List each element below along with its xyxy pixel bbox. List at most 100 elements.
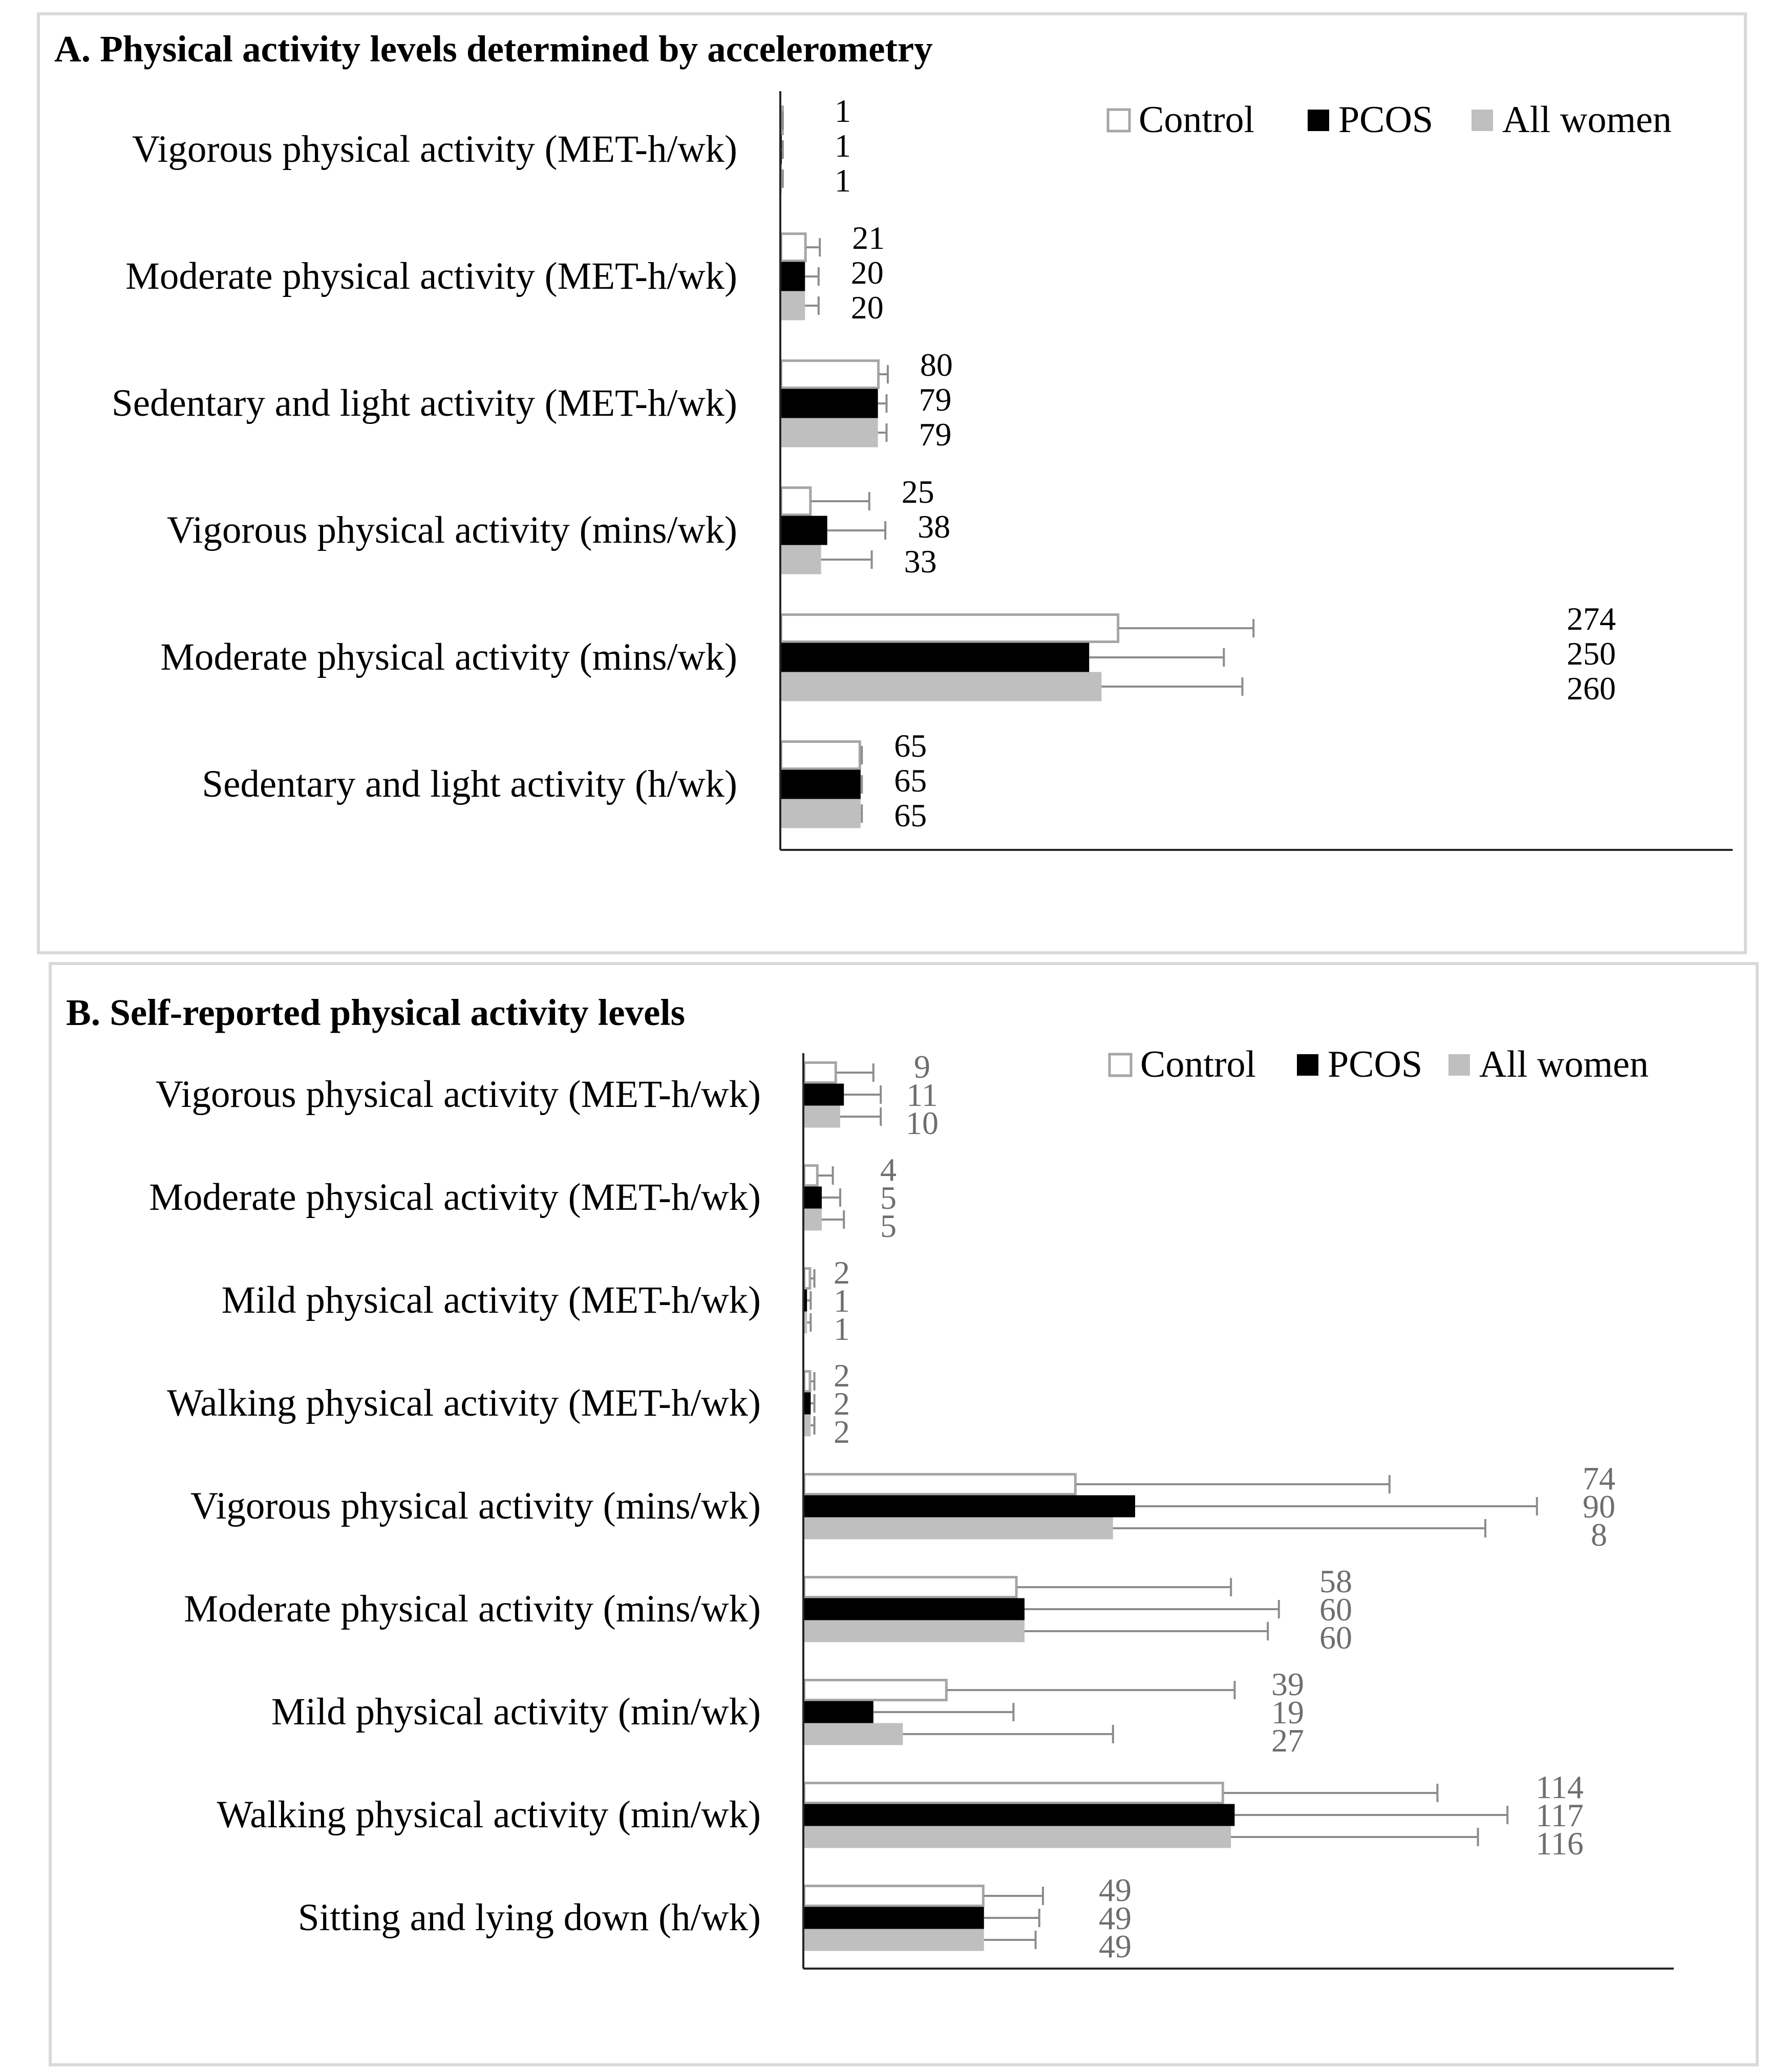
data-label-control: 25 bbox=[902, 474, 934, 510]
chart-b: B. Self-reported physical activity level… bbox=[66, 992, 1674, 1970]
data-label-control: 2 bbox=[834, 1254, 850, 1291]
bar-control-mild-physical-activity-min-wk bbox=[803, 1679, 948, 1701]
panel-title: A. Physical activity levels determined b… bbox=[54, 28, 933, 70]
data-label-control: 114 bbox=[1536, 1769, 1584, 1805]
data-label-control: 4 bbox=[880, 1151, 897, 1188]
data-label-pcos: 60 bbox=[1319, 1591, 1352, 1628]
bar-control-vigorous-physical-activity-mins-wk bbox=[803, 1473, 1077, 1496]
category-label: Mild physical activity (min/wk) bbox=[271, 1691, 761, 1733]
bar-all-women-sedentary-and-light-activity-h-wk bbox=[780, 799, 861, 828]
bar-pcos-walking-physical-activity-met-h-wk bbox=[803, 1392, 811, 1415]
legend-swatch-all-women bbox=[1472, 110, 1493, 131]
panel-a: A. Physical activity levels determined b… bbox=[37, 12, 1747, 954]
bar-control-moderate-physical-activity-mins-wk bbox=[780, 613, 1120, 643]
bar-pcos-moderate-physical-activity-mins-wk bbox=[803, 1598, 1025, 1620]
category-label: Sedentary and light activity (MET-h/wk) bbox=[112, 382, 737, 424]
data-label-all-women: 49 bbox=[1099, 1928, 1132, 1964]
data-label-pcos: 20 bbox=[851, 254, 884, 291]
bar-all-women-moderate-physical-activity-mins-wk bbox=[780, 672, 1102, 701]
bar-all-women-vigorous-physical-activity-met-h-wk bbox=[803, 1105, 840, 1128]
data-label-pcos: 250 bbox=[1567, 635, 1616, 672]
category-label: Moderate physical activity (mins/wk) bbox=[160, 636, 737, 678]
data-label-pcos: 90 bbox=[1583, 1488, 1615, 1525]
bar-pcos-vigorous-physical-activity-mins-wk bbox=[803, 1495, 1135, 1518]
data-label-pcos: 38 bbox=[918, 508, 950, 545]
bar-control-moderate-physical-activity-met-h-wk bbox=[780, 232, 807, 262]
category-label: Mild physical activity (MET-h/wk) bbox=[222, 1279, 761, 1321]
bar-pcos-mild-physical-activity-met-h-wk bbox=[803, 1289, 807, 1312]
data-label-all-women: 260 bbox=[1567, 670, 1616, 707]
data-label-all-women: 5 bbox=[880, 1208, 897, 1244]
data-label-control: 74 bbox=[1583, 1460, 1615, 1497]
legend-label-control: Control bbox=[1139, 99, 1254, 141]
bar-pcos-moderate-physical-activity-met-h-wk bbox=[803, 1186, 822, 1209]
chart-a: A. Physical activity levels determined b… bbox=[54, 28, 1733, 851]
category-label: Walking physical activity (MET-h/wk) bbox=[167, 1382, 761, 1424]
bar-control-sedentary-and-light-activity-h-wk bbox=[780, 740, 861, 770]
data-label-control: 65 bbox=[894, 728, 927, 764]
bar-all-women-walking-physical-activity-met-h-wk bbox=[803, 1414, 811, 1437]
data-label-all-women: 2 bbox=[834, 1414, 850, 1450]
bar-all-women-mild-physical-activity-min-wk bbox=[803, 1723, 903, 1745]
data-label-pcos: 1 bbox=[834, 1283, 850, 1319]
category-label: Sitting and lying down (h/wk) bbox=[298, 1896, 761, 1939]
legend-label-pcos: PCOS bbox=[1328, 1043, 1422, 1085]
bar-all-women-moderate-physical-activity-met-h-wk bbox=[803, 1208, 822, 1231]
data-label-all-women: 65 bbox=[894, 797, 927, 834]
legend-label-all-women: All women bbox=[1479, 1043, 1649, 1085]
data-label-control: 80 bbox=[920, 347, 953, 383]
data-label-all-women: 10 bbox=[906, 1105, 939, 1141]
data-label-pcos: 79 bbox=[919, 381, 952, 418]
bar-control-vigorous-physical-activity-mins-wk bbox=[780, 486, 812, 516]
bar-all-women-sitting-and-lying-down-h-wk bbox=[803, 1929, 984, 1951]
bar-control-mild-physical-activity-met-h-wk bbox=[803, 1267, 812, 1290]
data-label-all-women: 27 bbox=[1271, 1722, 1304, 1759]
category-label: Vigorous physical activity (mins/wk) bbox=[167, 509, 737, 551]
bar-pcos-sedentary-and-light-activity-met-h-wk bbox=[780, 389, 878, 418]
data-label-control: 39 bbox=[1271, 1666, 1304, 1702]
data-label-pcos: 5 bbox=[880, 1180, 897, 1216]
data-label-pcos: 1 bbox=[835, 127, 851, 164]
data-label-control: 9 bbox=[914, 1049, 930, 1085]
data-label-pcos: 49 bbox=[1099, 1900, 1132, 1936]
bar-all-women-sedentary-and-light-activity-met-h-wk bbox=[780, 418, 878, 447]
data-label-all-women: 1 bbox=[835, 162, 851, 199]
data-label-control: 274 bbox=[1567, 601, 1616, 637]
category-label: Moderate physical activity (mins/wk) bbox=[184, 1588, 761, 1630]
panel-b: B. Self-reported physical activity level… bbox=[49, 962, 1759, 2066]
legend-swatch-pcos bbox=[1308, 110, 1329, 131]
bar-pcos-vigorous-physical-activity-mins-wk bbox=[780, 516, 827, 545]
category-label: Moderate physical activity (MET-h/wk) bbox=[149, 1176, 761, 1219]
bar-pcos-mild-physical-activity-min-wk bbox=[803, 1701, 873, 1723]
bar-all-women-vigorous-physical-activity-mins-wk bbox=[803, 1517, 1113, 1540]
data-label-control: 1 bbox=[835, 93, 851, 129]
bar-control-walking-physical-activity-min-wk bbox=[803, 1782, 1224, 1804]
category-label: Walking physical activity (min/wk) bbox=[217, 1793, 761, 1836]
category-label: Vigorous physical activity (mins/wk) bbox=[190, 1485, 761, 1527]
bar-control-vigorous-physical-activity-met-h-wk bbox=[803, 1061, 837, 1084]
category-label: Vigorous physical activity (MET-h/wk) bbox=[156, 1073, 761, 1116]
data-label-all-women: 116 bbox=[1536, 1825, 1584, 1862]
bar-pcos-sitting-and-lying-down-h-wk bbox=[803, 1907, 984, 1929]
bar-control-moderate-physical-activity-met-h-wk bbox=[803, 1164, 819, 1187]
bar-control-sitting-and-lying-down-h-wk bbox=[803, 1885, 985, 1907]
data-label-control: 21 bbox=[852, 220, 885, 256]
bar-all-women-moderate-physical-activity-mins-wk bbox=[803, 1620, 1025, 1642]
data-label-pcos: 11 bbox=[906, 1077, 938, 1113]
data-label-pcos: 2 bbox=[834, 1385, 850, 1422]
bar-control-walking-physical-activity-met-h-wk bbox=[803, 1370, 812, 1393]
bar-pcos-moderate-physical-activity-met-h-wk bbox=[780, 262, 805, 291]
panel-title: B. Self-reported physical activity level… bbox=[66, 992, 685, 1033]
bar-all-women-walking-physical-activity-min-wk bbox=[803, 1826, 1231, 1848]
data-label-pcos: 19 bbox=[1271, 1694, 1304, 1731]
legend-label-pcos: PCOS bbox=[1338, 99, 1433, 141]
data-label-all-women: 33 bbox=[904, 543, 937, 580]
bar-all-women-mild-physical-activity-met-h-wk bbox=[803, 1311, 807, 1334]
data-label-all-women: 20 bbox=[851, 289, 884, 326]
category-label: Vigorous physical activity (MET-h/wk) bbox=[132, 128, 737, 170]
legend-swatch-all-women bbox=[1448, 1054, 1470, 1076]
bar-control-sedentary-and-light-activity-met-h-wk bbox=[780, 359, 880, 389]
bar-pcos-moderate-physical-activity-mins-wk bbox=[780, 643, 1090, 672]
legend-label-all-women: All women bbox=[1502, 99, 1672, 141]
legend-swatch-pcos bbox=[1297, 1054, 1318, 1076]
